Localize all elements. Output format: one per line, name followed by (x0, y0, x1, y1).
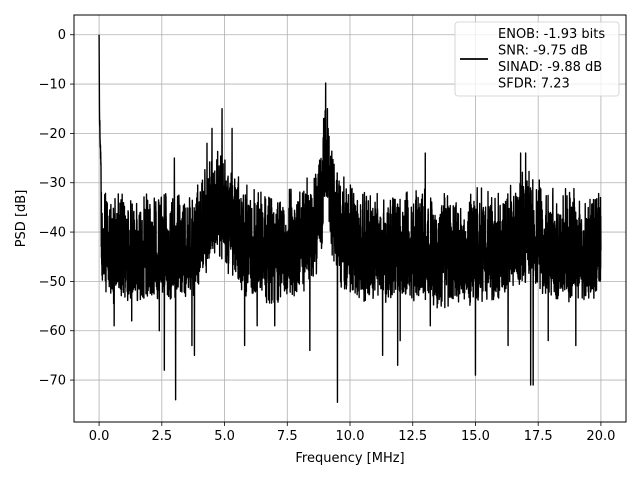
legend-entry: SNR: -9.75 dB (498, 44, 588, 59)
y-axis-ticks: 0 −10 −20 −30 −40 −50 −60 −70 (39, 28, 74, 389)
x-tick-label: 7.5 (277, 429, 298, 444)
legend-entry: SFDR: 7.23 (498, 77, 570, 92)
x-tick-label: 2.5 (151, 429, 172, 444)
x-tick-label: 0.0 (89, 429, 110, 444)
legend-box (454, 21, 620, 97)
y-tick-label: 0 (58, 28, 66, 43)
legend-entry: ENOB: -1.93 bits (498, 27, 605, 42)
y-tick-label: −70 (39, 374, 66, 389)
plot-area (98, 34, 602, 403)
y-tick-label: −40 (39, 226, 66, 241)
y-tick-label: −10 (39, 78, 66, 93)
y-tick-label: −50 (39, 275, 66, 290)
psd-series-line (98, 34, 602, 403)
x-axis-ticks: 0.0 2.5 5.0 7.5 10.0 12.5 15.0 17.5 20.0 (89, 422, 615, 444)
x-tick-label: 20.0 (586, 429, 615, 444)
y-tick-label: −30 (39, 176, 66, 191)
y-tick-label: −20 (39, 127, 66, 142)
x-tick-label: 17.5 (524, 429, 553, 444)
x-tick-label: 12.5 (398, 429, 427, 444)
x-tick-label: 10.0 (336, 429, 365, 444)
y-tick-label: −60 (39, 324, 66, 339)
x-tick-label: 15.0 (461, 429, 490, 444)
x-tick-label: 5.0 (214, 429, 235, 444)
y-axis-label: PSD [dB] (14, 190, 29, 248)
legend-entry: SINAD: -9.88 dB (498, 60, 602, 75)
x-axis-label: Frequency [MHz] (295, 451, 404, 466)
